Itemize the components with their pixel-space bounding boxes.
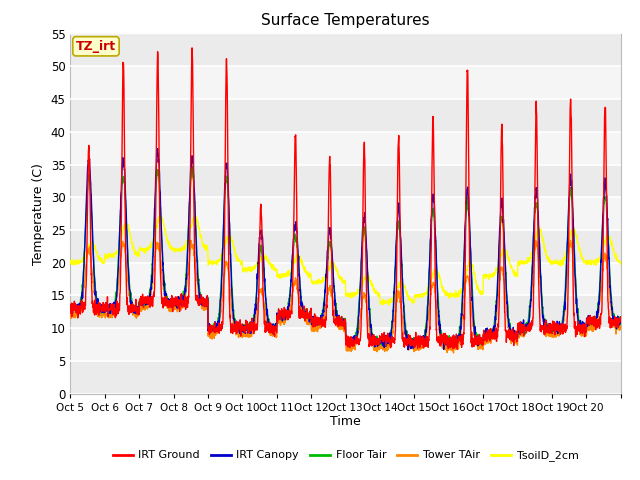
Bar <box>70 328 621 361</box>
Floor Tair <box>379 336 387 342</box>
Text: TZ_irt: TZ_irt <box>76 40 116 53</box>
IRT Ground <box>512 328 520 334</box>
IRT Canopy <box>404 347 412 353</box>
Bar <box>70 263 621 295</box>
IRT Ground <box>617 316 625 322</box>
Floor Tair <box>241 324 248 329</box>
Tower TAir <box>617 325 625 331</box>
Floor Tair <box>415 343 423 349</box>
Floor Tair <box>617 319 625 324</box>
Bar <box>70 99 621 132</box>
Tower TAir <box>379 347 387 353</box>
TsoilD_2cm <box>385 302 392 308</box>
IRT Canopy <box>154 146 161 152</box>
Floor Tair <box>543 320 550 326</box>
Line: Tower TAir: Tower TAir <box>70 240 621 353</box>
IRT Canopy <box>122 188 129 194</box>
Line: IRT Canopy: IRT Canopy <box>70 149 621 350</box>
Tower TAir <box>188 238 195 243</box>
Floor Tair <box>67 308 74 314</box>
IRT Ground <box>543 324 550 329</box>
TsoilD_2cm <box>67 260 74 266</box>
Line: TsoilD_2cm: TsoilD_2cm <box>70 215 621 305</box>
TsoilD_2cm <box>543 255 550 261</box>
IRT Ground <box>67 309 74 315</box>
Line: Floor Tair: Floor Tair <box>70 167 621 346</box>
IRT Canopy <box>543 324 550 329</box>
Tower TAir <box>543 330 550 336</box>
TsoilD_2cm <box>379 299 387 305</box>
TsoilD_2cm <box>609 247 617 252</box>
Tower TAir <box>241 331 248 337</box>
IRT Ground <box>122 228 129 233</box>
Bar <box>70 230 621 263</box>
Bar <box>70 165 621 197</box>
TsoilD_2cm <box>156 212 164 218</box>
Tower TAir <box>450 350 458 356</box>
TsoilD_2cm <box>512 272 520 277</box>
TsoilD_2cm <box>241 265 248 271</box>
IRT Canopy <box>67 304 74 310</box>
Floor Tair <box>609 314 617 320</box>
IRT Canopy <box>241 329 248 335</box>
Title: Surface Temperatures: Surface Temperatures <box>261 13 430 28</box>
IRT Canopy <box>379 342 387 348</box>
Bar <box>70 361 621 394</box>
IRT Ground <box>188 45 196 51</box>
Tower TAir <box>67 312 74 318</box>
Tower TAir <box>609 317 617 323</box>
Tower TAir <box>122 250 129 255</box>
IRT Ground <box>454 346 461 352</box>
Bar <box>70 34 621 66</box>
Floor Tair <box>188 164 196 169</box>
Tower TAir <box>512 339 520 345</box>
Bar <box>70 66 621 99</box>
IRT Canopy <box>609 318 617 324</box>
Line: IRT Ground: IRT Ground <box>70 48 621 349</box>
TsoilD_2cm <box>122 222 129 228</box>
Bar <box>70 132 621 165</box>
Bar <box>70 197 621 230</box>
Legend: IRT Ground, IRT Canopy, Floor Tair, Tower TAir, TsoilD_2cm: IRT Ground, IRT Canopy, Floor Tair, Towe… <box>108 446 583 466</box>
TsoilD_2cm <box>617 261 625 267</box>
IRT Ground <box>241 328 248 334</box>
IRT Canopy <box>512 333 520 339</box>
Bar <box>70 295 621 328</box>
IRT Ground <box>379 338 387 344</box>
Y-axis label: Temperature (C): Temperature (C) <box>32 163 45 264</box>
Floor Tair <box>512 333 520 338</box>
IRT Canopy <box>617 317 625 323</box>
IRT Ground <box>609 320 617 326</box>
Floor Tair <box>122 198 129 204</box>
X-axis label: Time: Time <box>330 415 361 429</box>
